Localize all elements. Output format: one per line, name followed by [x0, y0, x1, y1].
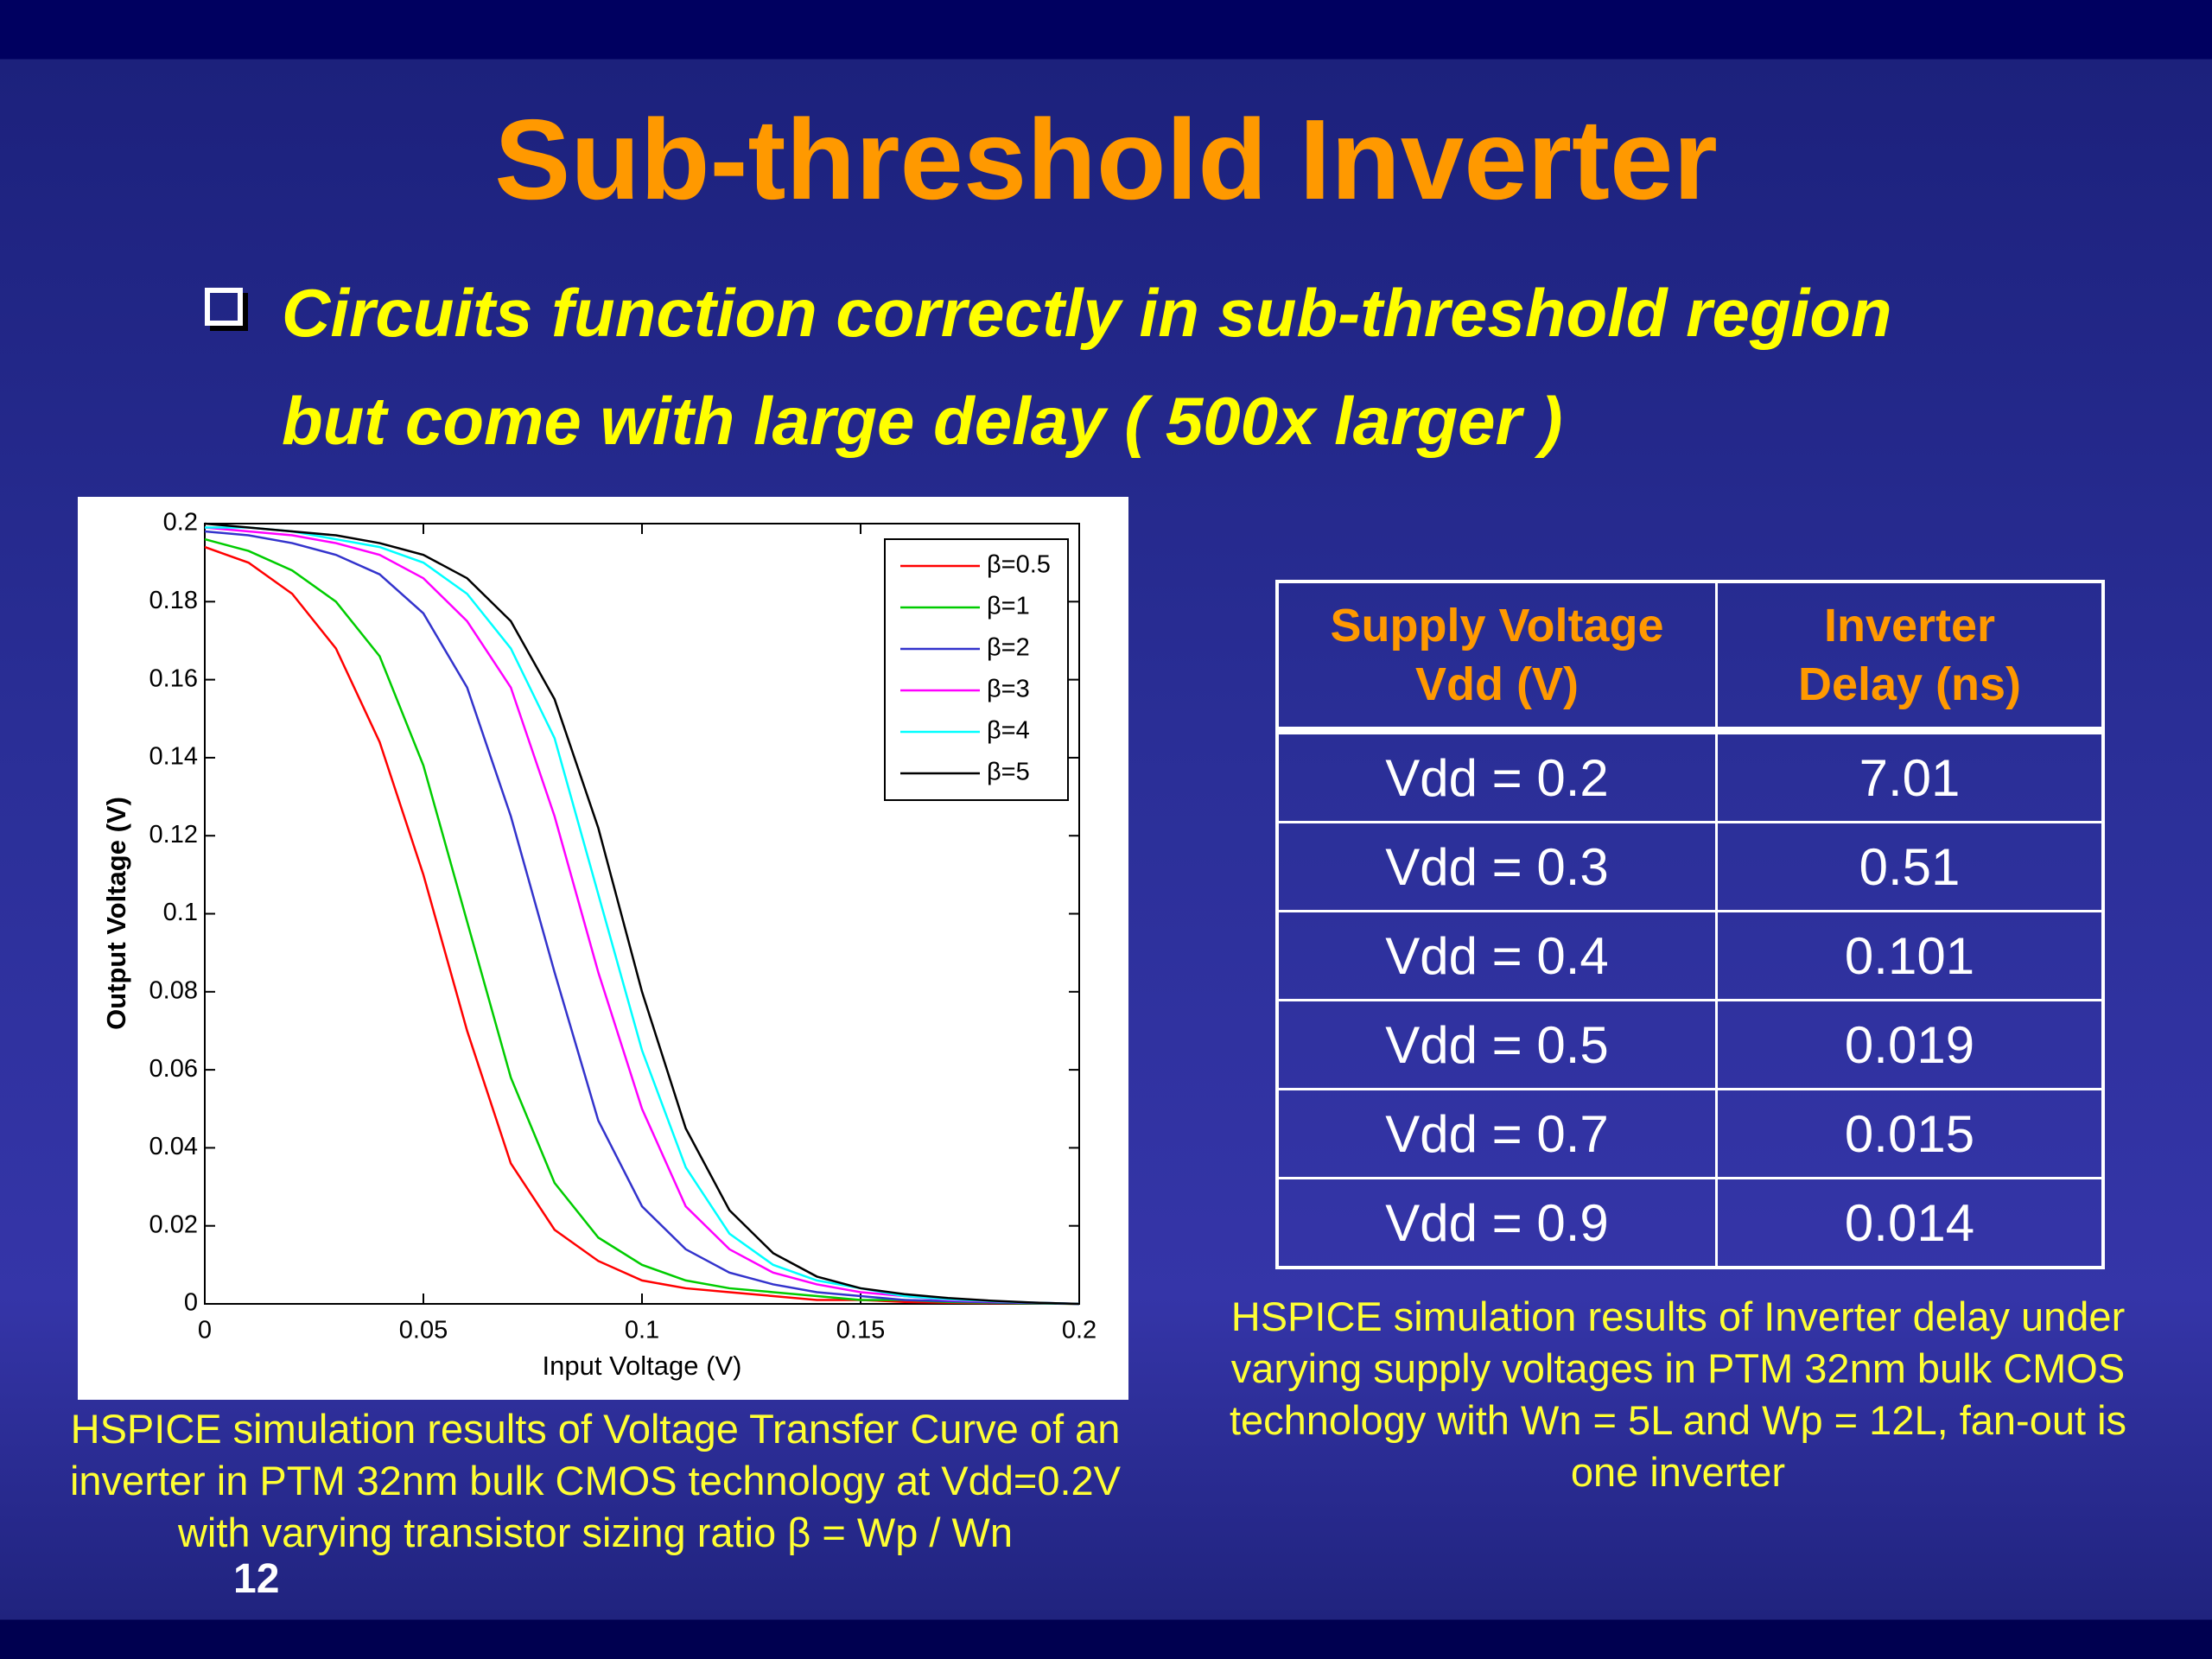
table-row: Vdd = 0.4 0.101: [1275, 910, 2105, 1001]
y-tick-label: 0.04: [149, 1133, 198, 1160]
table-row: Vdd = 0.3 0.51: [1275, 821, 2105, 912]
x-tick-label: 0.05: [399, 1317, 448, 1344]
legend-label: β=3: [987, 676, 1030, 703]
table-cell: Vdd = 0.2: [1275, 729, 1718, 823]
y-tick-label: 0.14: [149, 743, 198, 771]
table-row: Vdd = 0.7 0.015: [1275, 1088, 2105, 1179]
y-tick-label: 0.08: [149, 976, 198, 1004]
table-cell: 0.51: [1715, 821, 2105, 912]
chart-caption-line: with varying transistor sizing ratio β =…: [177, 1510, 1014, 1555]
series-line: [204, 545, 1080, 1306]
table-caption-line: one inverter: [1570, 1449, 1786, 1495]
bullet-line: Circuits function correctly in sub-thres…: [282, 275, 1892, 351]
header-cell: Supply Voltage Vdd (V): [1275, 580, 1718, 734]
table-caption-line: technology with Wn = 5L and Wp = 12L, fa…: [1229, 1397, 2127, 1443]
y-tick-label: 0.18: [149, 587, 198, 614]
table-cell: Vdd = 0.7: [1275, 1088, 1718, 1179]
y-tick-label: 0.16: [149, 664, 198, 692]
table-cell: Vdd = 0.3: [1275, 821, 1718, 912]
legend-box: [884, 538, 1069, 801]
series-line: [204, 522, 1080, 1306]
header-text: Vdd (V): [1415, 658, 1579, 710]
table-caption-line: HSPICE simulation results of Inverter de…: [1230, 1294, 2126, 1339]
table-cell: Vdd = 0.9: [1275, 1177, 1718, 1269]
y-axis-label: Output Voltage (V): [101, 797, 131, 1030]
table-caption-line: varying supply voltages in PTM 32nm bulk…: [1230, 1345, 2126, 1391]
slide-title: Sub-threshold Inverter: [494, 96, 1718, 223]
table-row: Vdd = 0.2 7.01: [1275, 729, 2105, 823]
legend-label: β=4: [987, 717, 1030, 745]
y-tick-label: 0.1: [163, 899, 198, 926]
x-axis-label: Input Voltage (V): [543, 1351, 742, 1381]
header-cell: Inverter Delay (ns): [1715, 580, 2105, 734]
legend-label: β=2: [987, 634, 1030, 662]
header-text: Inverter: [1823, 600, 1996, 652]
chart-caption-line: HSPICE simulation results of Voltage Tra…: [70, 1406, 1121, 1452]
table-row: Vdd = 0.9 0.014: [1275, 1177, 2105, 1269]
x-tick-label: 0.1: [625, 1317, 659, 1344]
x-tick-label: 0: [198, 1317, 212, 1344]
table-cell: 0.101: [1715, 910, 2105, 1001]
y-tick-label: 0.02: [149, 1211, 198, 1238]
y-tick-label: 0.12: [149, 821, 198, 849]
delay-table: Supply Voltage Vdd (V) Inverter Delay (ns) V…: [1275, 580, 2105, 1269]
header-text: Delay (ns): [1797, 658, 2022, 710]
bullet-icon: [205, 288, 243, 326]
legend-label: β=1: [987, 593, 1030, 620]
series-line: [205, 526, 1080, 1306]
bullet-line: but come with large delay ( 500x larger …: [282, 383, 1563, 459]
legend-label: β=5: [987, 759, 1030, 786]
table-cell: 0.015: [1715, 1088, 2105, 1179]
header-row: Supply Voltage Vdd (V) Inverter Delay (ns): [1275, 580, 2105, 734]
table-row: Vdd = 0.5 0.019: [1275, 999, 2105, 1090]
y-tick-label: 0.2: [163, 509, 198, 537]
table-cell: 0.014: [1715, 1177, 2105, 1269]
series-line: [204, 530, 1080, 1306]
y-tick-label: 0: [184, 1289, 198, 1317]
table-cell: Vdd = 0.4: [1275, 910, 1718, 1001]
page-number: 12: [233, 1556, 280, 1602]
y-tick-label: 0.06: [149, 1055, 198, 1083]
x-tick-label: 0.2: [1062, 1317, 1096, 1344]
chart: Input Voltage (V) Output Voltage (V) 0 0.…: [78, 497, 1128, 1400]
header-text: Supply Voltage: [1330, 600, 1664, 652]
table-cell: Vdd = 0.5: [1275, 999, 1718, 1090]
table-cell: 7.01: [1715, 729, 2105, 823]
legend-label: β=0.5: [987, 551, 1051, 579]
table-cell: 0.019: [1715, 999, 2105, 1090]
x-tick-label: 0.15: [836, 1317, 885, 1344]
chart-caption-line: inverter in PTM 32nm bulk CMOS technolog…: [69, 1458, 1122, 1503]
